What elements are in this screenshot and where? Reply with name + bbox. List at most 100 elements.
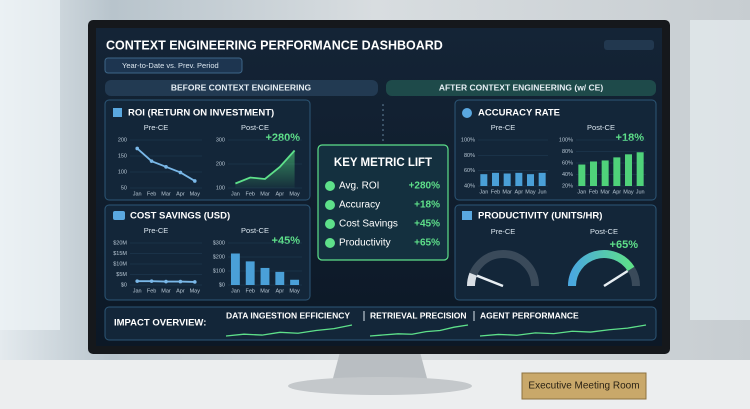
- point: [135, 146, 139, 151]
- y-tick-label: 100%: [461, 137, 475, 143]
- x-tick-label: Mar: [600, 189, 610, 195]
- x-tick-label: Mar: [260, 288, 270, 294]
- check-icon: [325, 219, 335, 229]
- lift-title: KEY METRIC LIFT: [334, 157, 432, 169]
- sparkline: [225, 324, 353, 337]
- bar: [275, 271, 285, 285]
- divider-dot: [382, 134, 384, 136]
- x-tick-label: Jan: [133, 191, 142, 197]
- divider-dot: [382, 119, 384, 121]
- point: [135, 279, 139, 283]
- monitor-neck: [332, 352, 428, 382]
- bar: [260, 267, 270, 285]
- y-tick-label: $300: [213, 240, 225, 246]
- divider-dot: [382, 129, 384, 131]
- bar: [503, 173, 511, 186]
- chart-label: Pre-CE: [144, 226, 169, 235]
- window: [0, 0, 60, 330]
- point: [193, 280, 197, 284]
- y-tick-label: 100%: [559, 137, 573, 143]
- x-tick-label: May: [190, 288, 201, 294]
- panel: [104, 204, 311, 301]
- x-tick-label: Feb: [245, 191, 254, 197]
- y-tick-label: 40%: [562, 172, 573, 178]
- bar: [290, 279, 300, 285]
- point: [178, 279, 183, 284]
- impact-item: RETRIEVAL PRECISION: [370, 310, 467, 320]
- bar: [625, 154, 632, 186]
- panel-title: PRODUCTIVITY (UNITS/HR): [478, 211, 602, 222]
- chart-label: Pre-CE: [491, 227, 516, 236]
- panel: [104, 306, 657, 341]
- bar: [636, 152, 644, 186]
- line: [235, 149, 296, 185]
- x-tick-label: Mar: [161, 191, 171, 197]
- section-title: BEFORE CONTEXT ENGINEERING: [171, 82, 312, 92]
- panel: [454, 204, 657, 301]
- lift-label: +280%: [265, 132, 300, 144]
- y-tick-label: $10M: [113, 261, 127, 267]
- impact-label: IMPACT OVERVIEW:: [114, 318, 206, 329]
- window: [690, 20, 750, 320]
- x-tick-label: Apr: [515, 189, 524, 195]
- lift-label: +18%: [616, 132, 645, 144]
- y-tick-label: 100: [216, 185, 225, 191]
- point: [149, 279, 154, 283]
- bar: [480, 174, 488, 186]
- icon: [462, 211, 472, 220]
- monitor-base: [288, 377, 472, 395]
- y-tick-label: 60%: [464, 168, 475, 174]
- menu-button: [604, 40, 654, 50]
- chart-label: Post-CE: [241, 123, 269, 132]
- point: [164, 165, 168, 169]
- lift-value: +280%: [409, 181, 441, 192]
- gauge-needle: [603, 269, 629, 288]
- y-tick-label: $200: [213, 254, 225, 260]
- y-tick-label: 40%: [464, 183, 475, 189]
- chart-label: Pre-CE: [491, 123, 516, 132]
- bar: [515, 172, 523, 186]
- x-tick-label: Jan: [133, 288, 142, 294]
- area: [235, 150, 295, 188]
- x-tick-label: Mar: [502, 189, 512, 195]
- y-tick-label: 20%: [562, 183, 573, 189]
- y-tick-label: $0: [219, 282, 225, 288]
- chart-label: Post-CE: [587, 123, 615, 132]
- filter-label: Year-to-Date vs. Prev. Period: [122, 61, 219, 70]
- gauge-fill: [467, 272, 478, 287]
- lift-name: Productivity: [339, 238, 391, 249]
- y-tick-label: 80%: [464, 153, 475, 159]
- lift-name: Cost Savings: [339, 219, 398, 230]
- point: [149, 159, 154, 163]
- bar: [601, 160, 609, 186]
- panel: [104, 99, 311, 201]
- x-tick-label: Feb: [589, 189, 598, 195]
- y-tick-label: $15M: [113, 251, 127, 257]
- lift-name: Accuracy: [339, 200, 380, 211]
- y-tick-label: $0: [121, 282, 127, 288]
- x-tick-label: May: [525, 189, 536, 195]
- x-tick-label: Feb: [491, 189, 500, 195]
- x-tick-label: May: [289, 191, 300, 197]
- x-tick-label: Apr: [176, 191, 185, 197]
- nameplate: [521, 372, 647, 400]
- chart-label: Pre-CE: [144, 123, 169, 132]
- lift-value: +45%: [414, 219, 440, 230]
- divider-dot: [382, 139, 384, 141]
- icon: [113, 211, 125, 220]
- y-tick-label: 200: [216, 161, 225, 167]
- impact-item: DATA INGESTION EFFICIENCY: [226, 310, 350, 320]
- impact-item: AGENT PERFORMANCE: [480, 310, 579, 320]
- bar: [230, 253, 240, 285]
- divider-dot: [382, 104, 384, 106]
- bar: [613, 157, 621, 186]
- y-tick-label: $100: [213, 268, 225, 274]
- x-tick-label: Jun: [636, 189, 645, 195]
- point: [193, 179, 197, 183]
- bar: [590, 161, 597, 186]
- x-tick-label: Apr: [276, 191, 285, 197]
- x-tick-label: Apr: [613, 189, 622, 195]
- point: [164, 279, 168, 284]
- x-tick-label: Jun: [538, 189, 547, 195]
- panel-title: ROI (RETURN ON INVESTMENT): [128, 108, 274, 119]
